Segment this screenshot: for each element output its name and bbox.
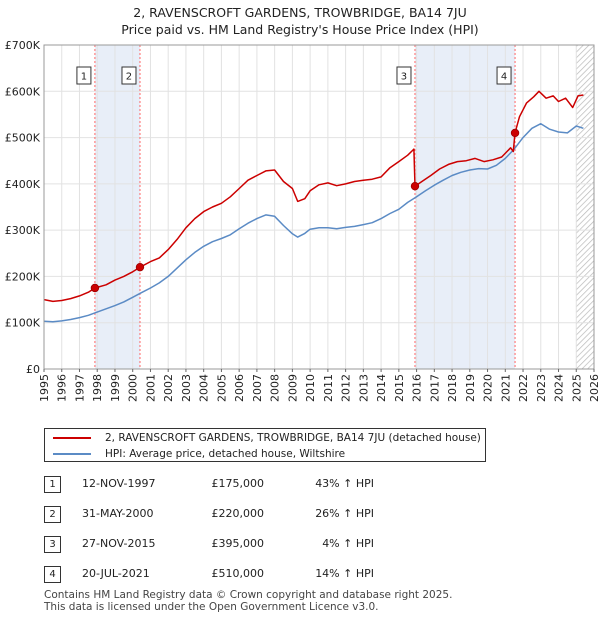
- row-date: 12-NOV-1997: [82, 477, 156, 490]
- x-tick-label: 2004: [198, 374, 211, 402]
- row-number-badge: 1: [44, 476, 61, 493]
- x-tick-label: 2011: [322, 374, 335, 402]
- x-tick-label: 2009: [286, 374, 299, 402]
- price-chart: 1 2 3 4 £0 £100K £200K £300K £400K £500K £600K £70…: [5, 39, 600, 402]
- x-tick-label: 2026: [588, 374, 600, 402]
- row-hpi: 26% ↑ HPI: [315, 507, 374, 520]
- x-tick-label: 2005: [215, 374, 228, 402]
- footer-licence: This data is licensed under the Open Gov…: [44, 601, 379, 613]
- title-line-2: Price paid vs. HM Land Registry's House …: [121, 22, 479, 37]
- transaction-marker-number: 4: [501, 72, 507, 83]
- ownership-shade: [414, 45, 516, 369]
- x-tick-label: 2023: [535, 374, 548, 402]
- plot-frame: [43, 44, 595, 370]
- x-tick-label: 2003: [180, 374, 193, 402]
- y-tick-label: £500K: [5, 132, 41, 145]
- y-tick-label: £700K: [5, 39, 41, 52]
- x-tick-label: 2013: [357, 374, 370, 402]
- transaction-marker-box: [496, 66, 512, 85]
- y-tick-label: £200K: [5, 270, 41, 283]
- transaction-point: [410, 181, 420, 191]
- ownership-shade: [94, 45, 140, 369]
- table-row: 4 20-JUL-2021 £510,000 14% ↑ HPI: [44, 566, 464, 586]
- x-tick-label: 2020: [482, 374, 495, 402]
- y-tick-label: £100K: [5, 317, 41, 330]
- legend-item-hpi: HPI: Average price, detached house, Wilt…: [53, 446, 345, 461]
- legend-swatch-hpi: [53, 452, 91, 455]
- transaction-point: [135, 262, 145, 272]
- x-tick-label: 2014: [375, 374, 388, 402]
- x-tick-label: 1997: [73, 374, 86, 402]
- y-tick-label: £600K: [5, 85, 41, 98]
- x-tick-label: 2010: [304, 374, 317, 402]
- x-tick-label: 2021: [499, 374, 512, 402]
- legend: 2, RAVENSCROFT GARDENS, TROWBRIDGE, BA14…: [44, 428, 486, 462]
- row-price: £395,000: [211, 537, 265, 550]
- hatched-region: [576, 45, 594, 369]
- row-number-badge: 2: [44, 506, 61, 523]
- x-tick-label: 2007: [251, 374, 264, 402]
- x-tick-label: 2022: [517, 374, 530, 402]
- row-date: 31-MAY-2000: [82, 507, 154, 520]
- transaction-marker-box: [121, 66, 137, 85]
- row-price: £510,000: [211, 567, 265, 580]
- x-tick-label: 2024: [553, 374, 566, 402]
- y-tick-label: £300K: [5, 224, 41, 237]
- legend-item-property: 2, RAVENSCROFT GARDENS, TROWBRIDGE, BA14…: [53, 430, 481, 445]
- row-price: £220,000: [211, 507, 265, 520]
- x-tick-label: 1996: [56, 374, 69, 402]
- x-tick-label: 2002: [162, 374, 175, 402]
- x-tick-label: 1999: [109, 374, 122, 402]
- transaction-marker-box: [76, 66, 92, 85]
- x-tick-label: 2006: [233, 374, 246, 402]
- table-row: 3 27-NOV-2015 £395,000 4% ↑ HPI: [44, 536, 464, 556]
- transaction-marker-number: 3: [401, 72, 407, 83]
- legend-swatch-property: [53, 436, 91, 439]
- x-tick-label: 2012: [340, 374, 353, 402]
- x-tick-label: 2016: [411, 374, 424, 402]
- x-tick-label: 2001: [144, 374, 157, 402]
- footer: Contains HM Land Registry data © Crown c…: [44, 589, 452, 613]
- x-tick-label: 2000: [127, 374, 140, 402]
- series-line-hpi: [43, 122, 584, 323]
- y-tick-label: £0: [26, 363, 40, 376]
- transaction-marker-number: 1: [81, 72, 87, 83]
- row-date: 20-JUL-2021: [82, 567, 150, 580]
- transaction-point: [90, 283, 100, 293]
- x-tick-label: 2025: [570, 374, 583, 402]
- x-tick-label: 1998: [91, 374, 104, 402]
- x-tick-label: 1995: [38, 374, 51, 402]
- table-row: 1 12-NOV-1997 £175,000 43% ↑ HPI: [44, 476, 464, 496]
- legend-label-property: 2, RAVENSCROFT GARDENS, TROWBRIDGE, BA14…: [105, 431, 481, 444]
- title-line-1: 2, RAVENSCROFT GARDENS, TROWBRIDGE, BA14…: [133, 5, 467, 20]
- row-hpi: 14% ↑ HPI: [315, 567, 374, 580]
- row-date: 27-NOV-2015: [82, 537, 156, 550]
- y-tick-label: £400K: [5, 178, 41, 191]
- table-row: 2 31-MAY-2000 £220,000 26% ↑ HPI: [44, 506, 464, 526]
- row-hpi: 4% ↑ HPI: [322, 537, 374, 550]
- x-tick-label: 2017: [428, 374, 441, 402]
- chart-title: 2, RAVENSCROFT GARDENS, TROWBRIDGE, BA14…: [0, 4, 600, 38]
- legend-label-hpi: HPI: Average price, detached house, Wilt…: [105, 447, 346, 460]
- row-number-badge: 4: [44, 566, 61, 583]
- transaction-marker-number: 2: [126, 72, 132, 83]
- x-tick-label: 2018: [446, 374, 459, 402]
- x-tick-label: 2019: [464, 374, 477, 402]
- row-price: £175,000: [211, 477, 265, 490]
- row-hpi: 43% ↑ HPI: [315, 477, 374, 490]
- footer-copyright: Contains HM Land Registry data © Crown c…: [44, 589, 453, 601]
- x-tick-label: 2015: [393, 374, 406, 402]
- transaction-point: [510, 128, 520, 138]
- row-number-badge: 3: [44, 536, 61, 553]
- transaction-marker-box: [396, 66, 412, 85]
- x-tick-label: 2008: [269, 374, 282, 402]
